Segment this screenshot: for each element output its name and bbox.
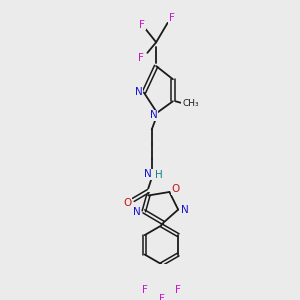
- Text: F: F: [139, 20, 145, 30]
- Text: F: F: [138, 53, 144, 63]
- Text: N: N: [133, 207, 141, 217]
- Text: N: N: [144, 169, 152, 179]
- Text: F: F: [142, 285, 148, 295]
- Text: F: F: [169, 14, 175, 23]
- Text: O: O: [171, 184, 180, 194]
- Text: H: H: [155, 170, 163, 180]
- Text: CH₃: CH₃: [182, 98, 199, 107]
- Text: N: N: [135, 88, 142, 98]
- Text: O: O: [123, 198, 131, 208]
- Text: N: N: [150, 110, 158, 120]
- Text: N: N: [182, 206, 189, 215]
- Text: F: F: [175, 285, 181, 295]
- Text: F: F: [158, 294, 164, 300]
